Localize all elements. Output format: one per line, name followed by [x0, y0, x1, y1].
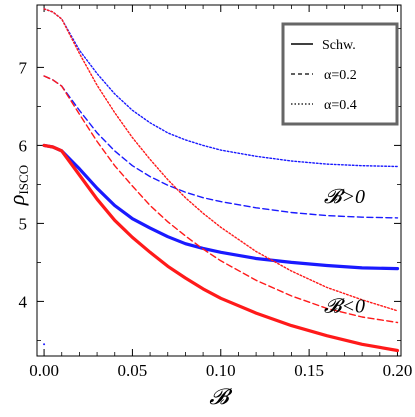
x-tick-label-2: 0.10 — [206, 361, 236, 380]
y-axis-label-main: ρ — [4, 195, 29, 207]
legend-label-schw: Schw. — [322, 38, 356, 53]
series-line-negative-dashed — [43, 75, 399, 324]
y-axis-label: ρISCO — [4, 165, 31, 206]
annotation-b-negative: 𝓑<0 — [324, 295, 365, 317]
annotation-b-positive: 𝓑>0 — [324, 186, 365, 208]
x-tick-label-1: 0.05 — [118, 361, 148, 380]
legend-label-alpha-04: α=0.4 — [324, 98, 357, 113]
series-line-positive-solid — [42, 143, 400, 271]
y-axis-label-group: ρISCO — [4, 165, 31, 206]
legend-label-alpha-02: α=0.2 — [324, 68, 357, 83]
y-tick-label-1: 5 — [19, 214, 28, 233]
series-layer — [42, 8, 400, 353]
x-axis-label: 𝓑 — [209, 384, 233, 409]
series-line-negative-dotted — [43, 8, 399, 312]
legend: Schw. α=0.2 α=0.4 — [281, 22, 399, 126]
series-line-negative-solid — [42, 143, 400, 353]
series-line-positive-dashed — [43, 75, 399, 219]
y-tick-label-0: 4 — [19, 292, 28, 311]
x-tick-label-0: 0.00 — [29, 361, 59, 380]
y-tick-label-2: 6 — [19, 136, 28, 155]
x-tick-label-3: 0.15 — [294, 361, 324, 380]
axis-ticks: 0.00 0.05 0.10 0.15 0.20 4 5 6 7 — [19, 5, 413, 380]
series-line-positive-dotted — [43, 8, 399, 168]
y-tick-label-3: 7 — [19, 58, 28, 77]
x-tick-label-4: 0.20 — [383, 361, 413, 380]
y-axis-label-sub: ISCO — [16, 165, 31, 195]
stray-point-0 — [43, 343, 46, 346]
plot-frame — [36, 4, 402, 357]
